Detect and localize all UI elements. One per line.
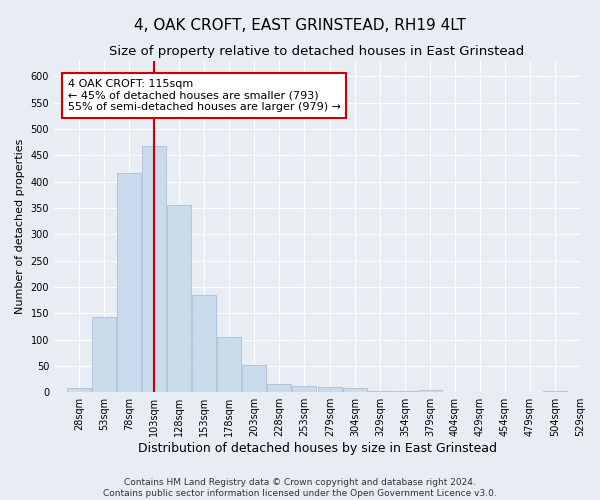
Text: 4, OAK CROFT, EAST GRINSTEAD, RH19 4LT: 4, OAK CROFT, EAST GRINSTEAD, RH19 4LT xyxy=(134,18,466,32)
Bar xyxy=(117,173,141,392)
Text: 4 OAK CROFT: 115sqm
← 45% of detached houses are smaller (793)
55% of semi-detac: 4 OAK CROFT: 115sqm ← 45% of detached ho… xyxy=(68,79,341,112)
Bar xyxy=(67,388,91,392)
Title: Size of property relative to detached houses in East Grinstead: Size of property relative to detached ho… xyxy=(109,45,524,58)
Bar xyxy=(167,206,191,392)
Bar xyxy=(217,337,241,392)
X-axis label: Distribution of detached houses by size in East Grinstead: Distribution of detached houses by size … xyxy=(137,442,497,455)
Bar xyxy=(267,384,291,392)
Bar xyxy=(343,388,367,392)
Bar xyxy=(318,388,342,392)
Y-axis label: Number of detached properties: Number of detached properties xyxy=(15,138,25,314)
Bar xyxy=(543,391,567,392)
Bar xyxy=(142,146,166,392)
Bar xyxy=(393,391,417,392)
Text: Contains HM Land Registry data © Crown copyright and database right 2024.
Contai: Contains HM Land Registry data © Crown c… xyxy=(103,478,497,498)
Bar xyxy=(292,386,316,392)
Bar xyxy=(418,390,442,392)
Bar xyxy=(92,317,116,392)
Bar xyxy=(368,390,392,392)
Bar xyxy=(192,295,216,392)
Bar xyxy=(242,365,266,392)
